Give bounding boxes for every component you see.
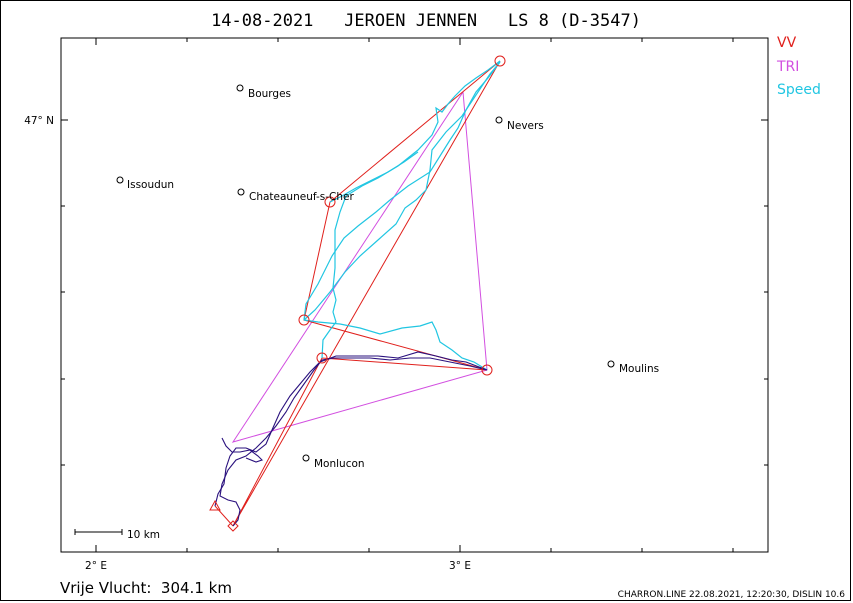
city-label: Issoudun — [127, 179, 174, 191]
lon-tick-label-3e: 3° E — [449, 560, 471, 572]
city-label: Monlucon — [314, 458, 365, 470]
map-title: 14-08-2021 JEROEN JENNEN LS 8 (D-3547) — [211, 11, 641, 31]
flight-track — [214, 351, 488, 527]
city-label: Chateauneuf-s-Cher — [249, 191, 354, 203]
city-label: Nevers — [507, 120, 544, 132]
legend-speed: Speed — [777, 82, 821, 98]
city-label: Bourges — [248, 88, 291, 100]
city-marker — [236, 84, 244, 92]
tri-triangle — [231, 90, 488, 443]
credit-line: CHARRON.LINE 22.08.2021, 12:20:30, DISLI… — [618, 590, 846, 600]
plot-area — [60, 37, 769, 553]
vv-start-leg — [214, 505, 234, 527]
city-marker — [116, 176, 124, 184]
lon-tick-label-2e: 2° E — [85, 560, 107, 572]
city-marker — [607, 360, 615, 368]
legend-vv: VV — [777, 35, 797, 51]
city-marker — [302, 454, 310, 462]
speed-track — [303, 60, 501, 371]
free-flight-distance: Vrije Vlucht: 304.1 km — [60, 579, 232, 597]
city-marker — [495, 116, 503, 124]
turnpoint-markers — [209, 55, 506, 532]
lat-tick-label: 47° N — [24, 115, 54, 127]
city-marker — [237, 188, 245, 196]
city-label: Moulins — [619, 363, 659, 375]
axis-ticks — [61, 38, 768, 552]
vv-polygon — [232, 60, 501, 527]
legend-tri: TRI — [776, 59, 799, 75]
scale-label: 10 km — [127, 529, 160, 541]
scale-bar: 10 km — [74, 529, 160, 541]
cities: Bourges Nevers Issoudun Chateauneuf-s-Ch… — [116, 84, 659, 470]
